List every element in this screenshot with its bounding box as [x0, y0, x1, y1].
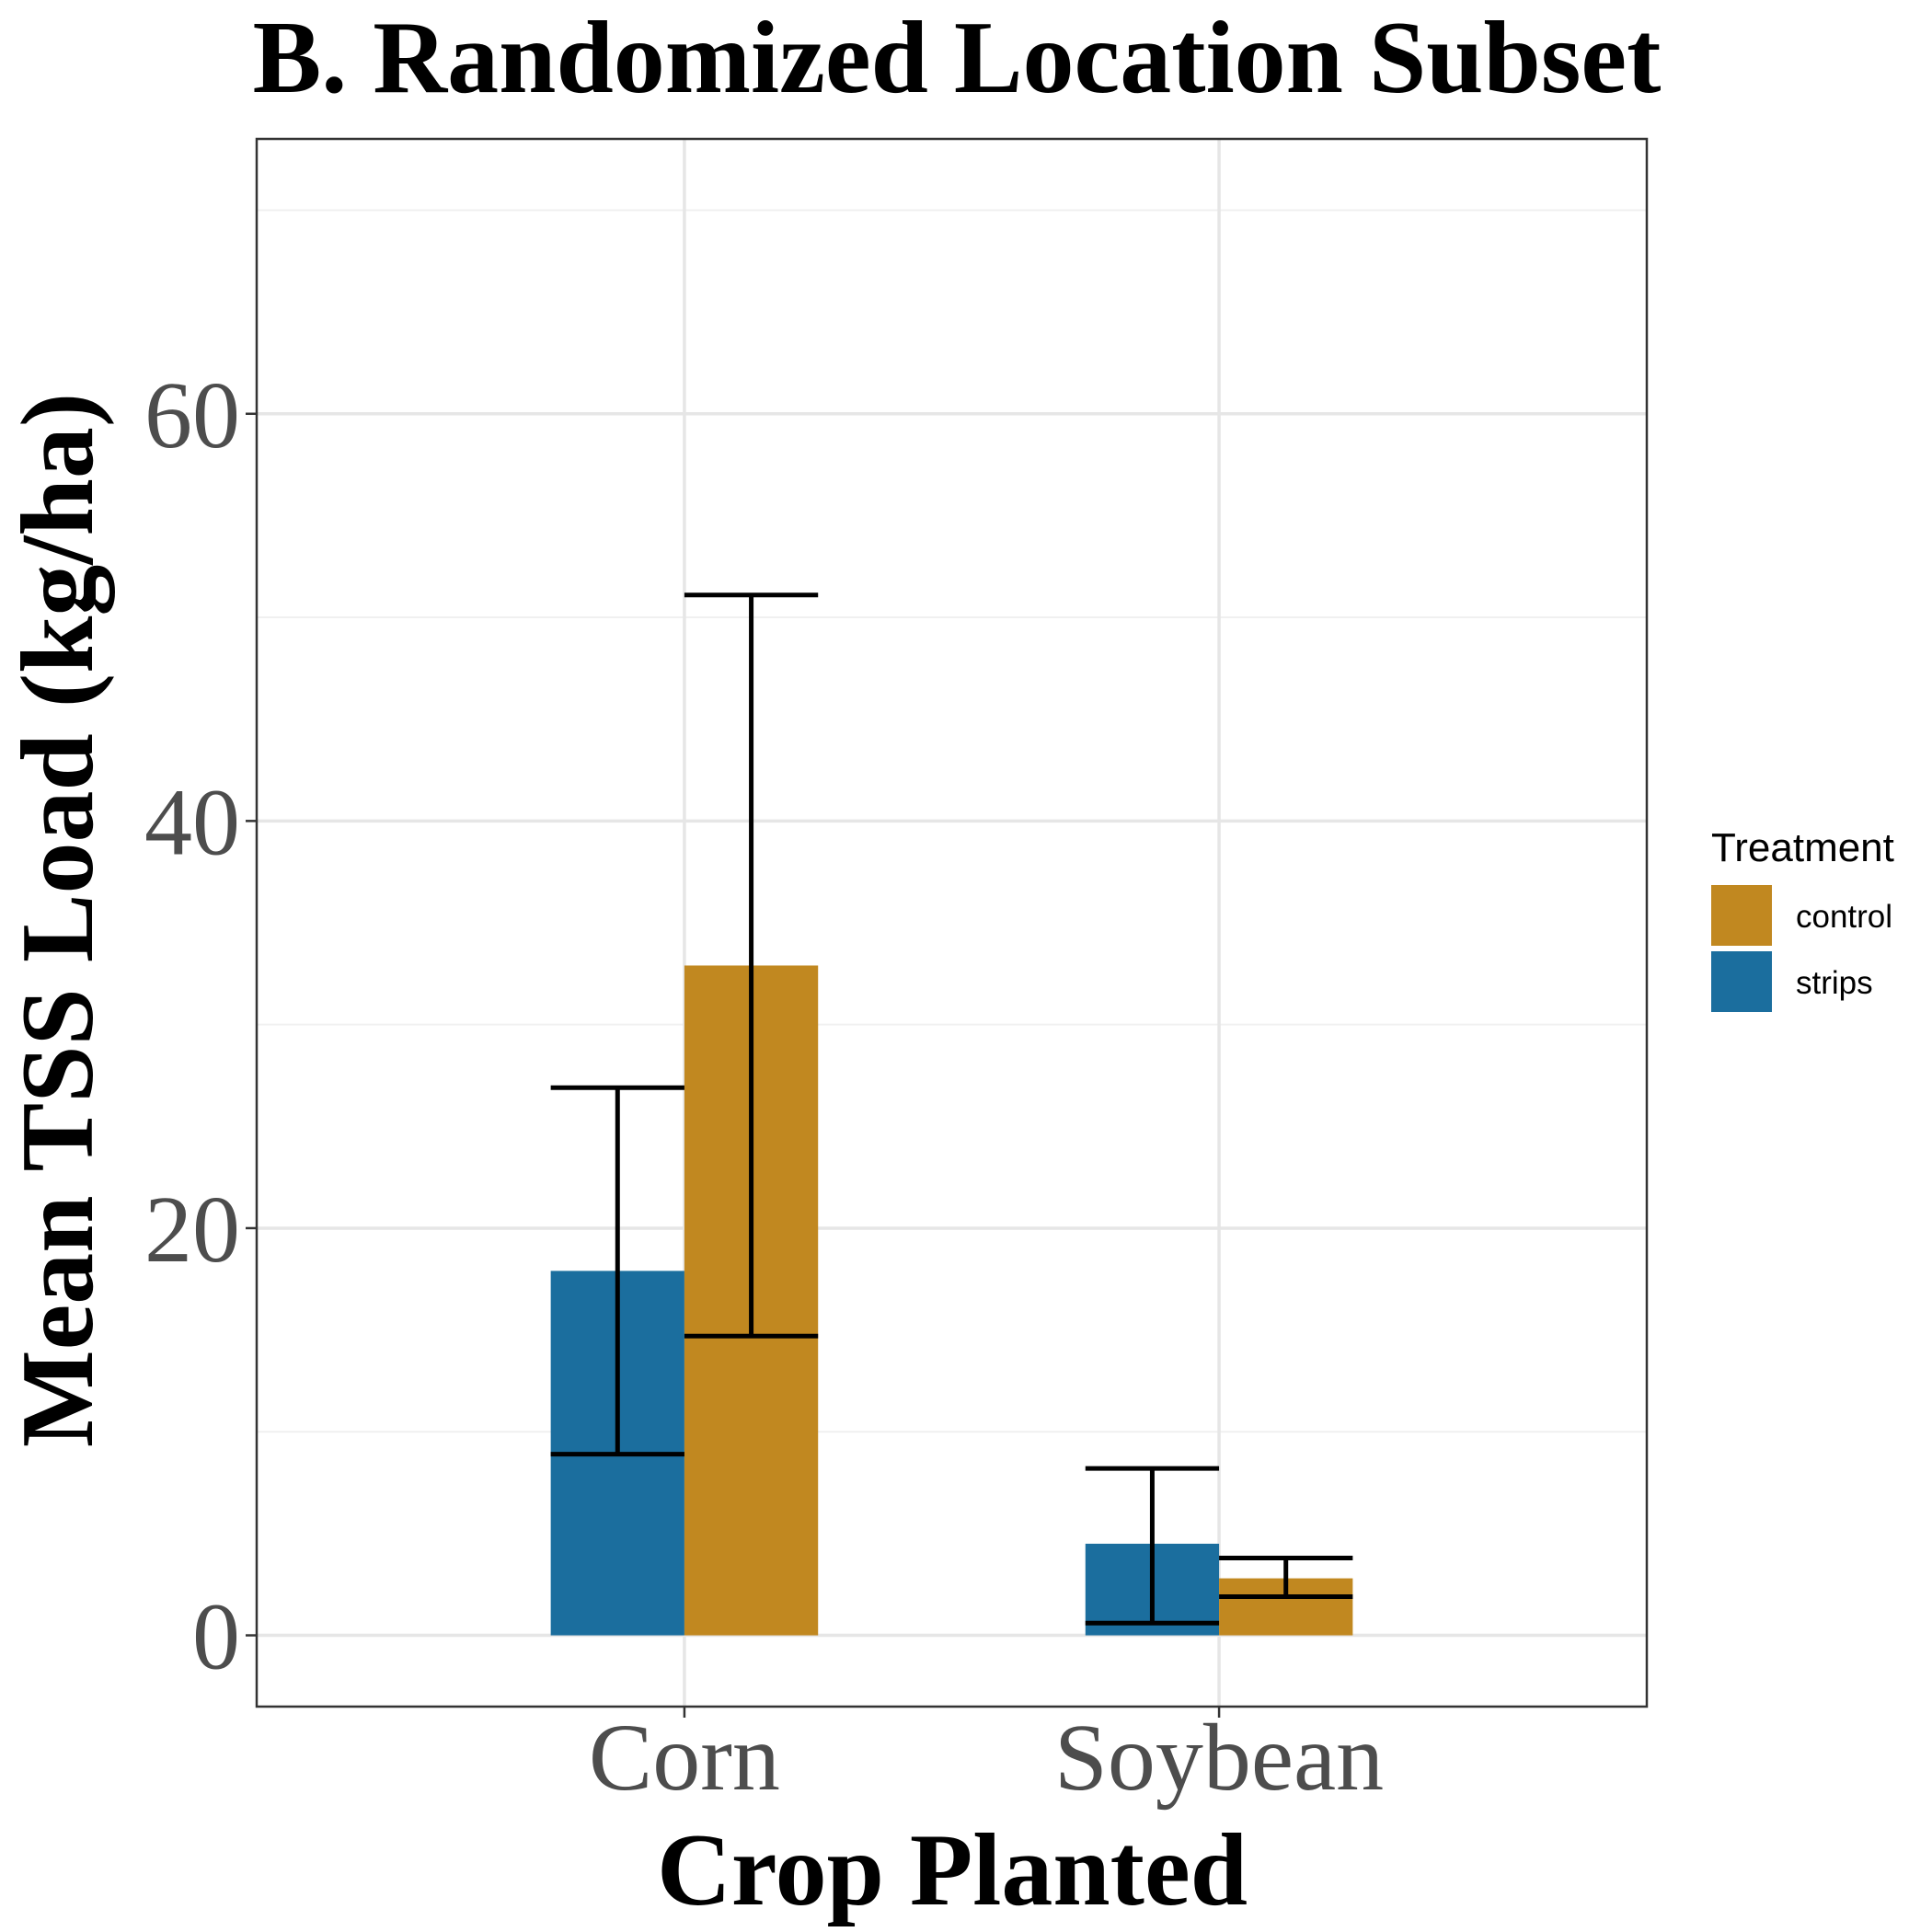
y-tick-label: 40 [144, 769, 240, 875]
y-axis-title: Mean TSS Load (kg/ha) [1, 393, 115, 1447]
y-tick-label: 0 [192, 1584, 240, 1690]
legend-title: Treatment [1711, 825, 1894, 870]
x-axis: Corn Soybean [589, 1705, 1384, 1811]
legend-swatch-control [1711, 885, 1772, 946]
y-tick-label: 20 [144, 1177, 240, 1282]
legend: Treatment control strips [1711, 825, 1894, 1012]
error-bars [550, 592, 1353, 1626]
y-tick-label: 60 [144, 362, 240, 468]
panel-border [255, 137, 1649, 1708]
plot-panel [255, 137, 1649, 1708]
legend-label-control: control [1796, 899, 1892, 935]
legend-swatch-strips [1711, 951, 1772, 1012]
grid-minor [257, 209, 1647, 1433]
x-axis-title: Crop Planted [657, 1813, 1248, 1927]
panel-background [257, 139, 1647, 1707]
x-tick-label: Corn [589, 1705, 780, 1811]
x-tick-label: Soybean [1054, 1705, 1384, 1811]
chart-title: B. Randomized Location Subset [253, 1, 1662, 115]
y-axis: 0 20 40 60 [144, 362, 257, 1690]
legend-label-strips: strips [1796, 965, 1873, 1001]
